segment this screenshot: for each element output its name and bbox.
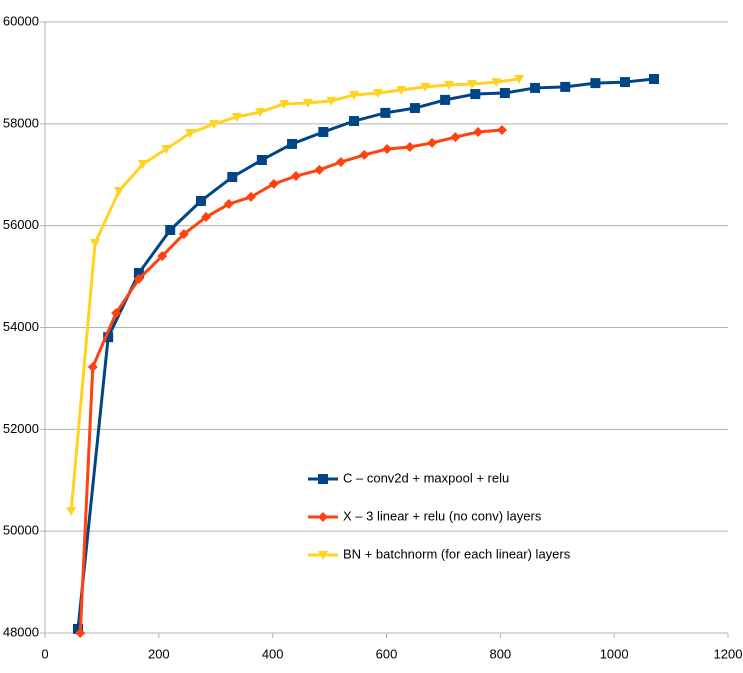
marker (404, 142, 415, 153)
marker (427, 137, 438, 148)
marker (157, 250, 168, 261)
marker (87, 361, 98, 372)
marker (165, 224, 176, 235)
x-tick-label: 800 (489, 646, 511, 661)
y-tick-label: 50000 (3, 523, 39, 538)
marker (111, 307, 122, 318)
marker (514, 75, 525, 85)
marker (590, 78, 601, 89)
marker (349, 116, 360, 127)
marker (335, 157, 346, 168)
marker (619, 77, 630, 88)
marker (314, 164, 325, 175)
marker (279, 99, 290, 109)
legend-label: BN + batchnorm (for each linear) layers (343, 546, 571, 561)
marker (318, 474, 328, 484)
marker (318, 551, 328, 560)
marker (499, 88, 510, 99)
x-tick-label: 200 (148, 646, 170, 661)
y-tick-label: 60000 (3, 13, 39, 28)
marker (291, 171, 302, 182)
marker (409, 103, 420, 114)
marker (318, 512, 328, 522)
marker (246, 191, 257, 202)
y-tick-label: 48000 (3, 624, 39, 639)
marker (195, 195, 206, 206)
marker (255, 108, 266, 118)
marker (349, 91, 360, 101)
marker (231, 112, 242, 122)
marker (318, 126, 329, 137)
marker (113, 187, 124, 197)
marker (473, 126, 484, 137)
marker (133, 273, 144, 284)
series-line (76, 77, 655, 630)
marker (75, 628, 86, 638)
y-tick-label: 52000 (3, 421, 39, 436)
y-tick-label: 54000 (3, 319, 39, 334)
marker (440, 94, 451, 105)
marker (444, 80, 455, 90)
marker (256, 154, 267, 165)
marker (302, 98, 313, 108)
marker (268, 178, 279, 189)
x-tick-label: 400 (262, 646, 284, 661)
marker (382, 144, 393, 155)
marker (380, 107, 391, 118)
y-tick-label: 58000 (3, 115, 39, 130)
marker (560, 81, 571, 92)
marker (470, 89, 481, 100)
marker (497, 124, 508, 135)
y-tick-label: 56000 (3, 217, 39, 232)
marker (209, 120, 220, 130)
legend-label: X – 3 linear + relu (no conv) layers (343, 508, 542, 523)
marker (66, 507, 77, 517)
x-tick-label: 1000 (600, 646, 629, 661)
marker (450, 132, 461, 143)
marker (420, 82, 431, 92)
legend-label: C – conv2d + maxpool + relu (343, 470, 509, 485)
marker (227, 172, 238, 183)
marker (649, 74, 660, 85)
marker (223, 199, 234, 210)
x-tick-label: 0 (41, 646, 48, 661)
marker (178, 229, 189, 240)
marker (90, 238, 101, 248)
marker (287, 138, 298, 149)
marker (491, 78, 502, 88)
marker (161, 145, 172, 155)
marker (185, 128, 196, 138)
marker (372, 89, 383, 99)
marker (466, 80, 477, 90)
marker (396, 85, 407, 95)
marker (137, 160, 148, 170)
marker (326, 96, 337, 106)
marker (530, 82, 541, 93)
x-tick-label: 1200 (714, 646, 743, 661)
x-tick-label: 600 (376, 646, 398, 661)
marker (201, 212, 212, 223)
marker (359, 149, 370, 160)
